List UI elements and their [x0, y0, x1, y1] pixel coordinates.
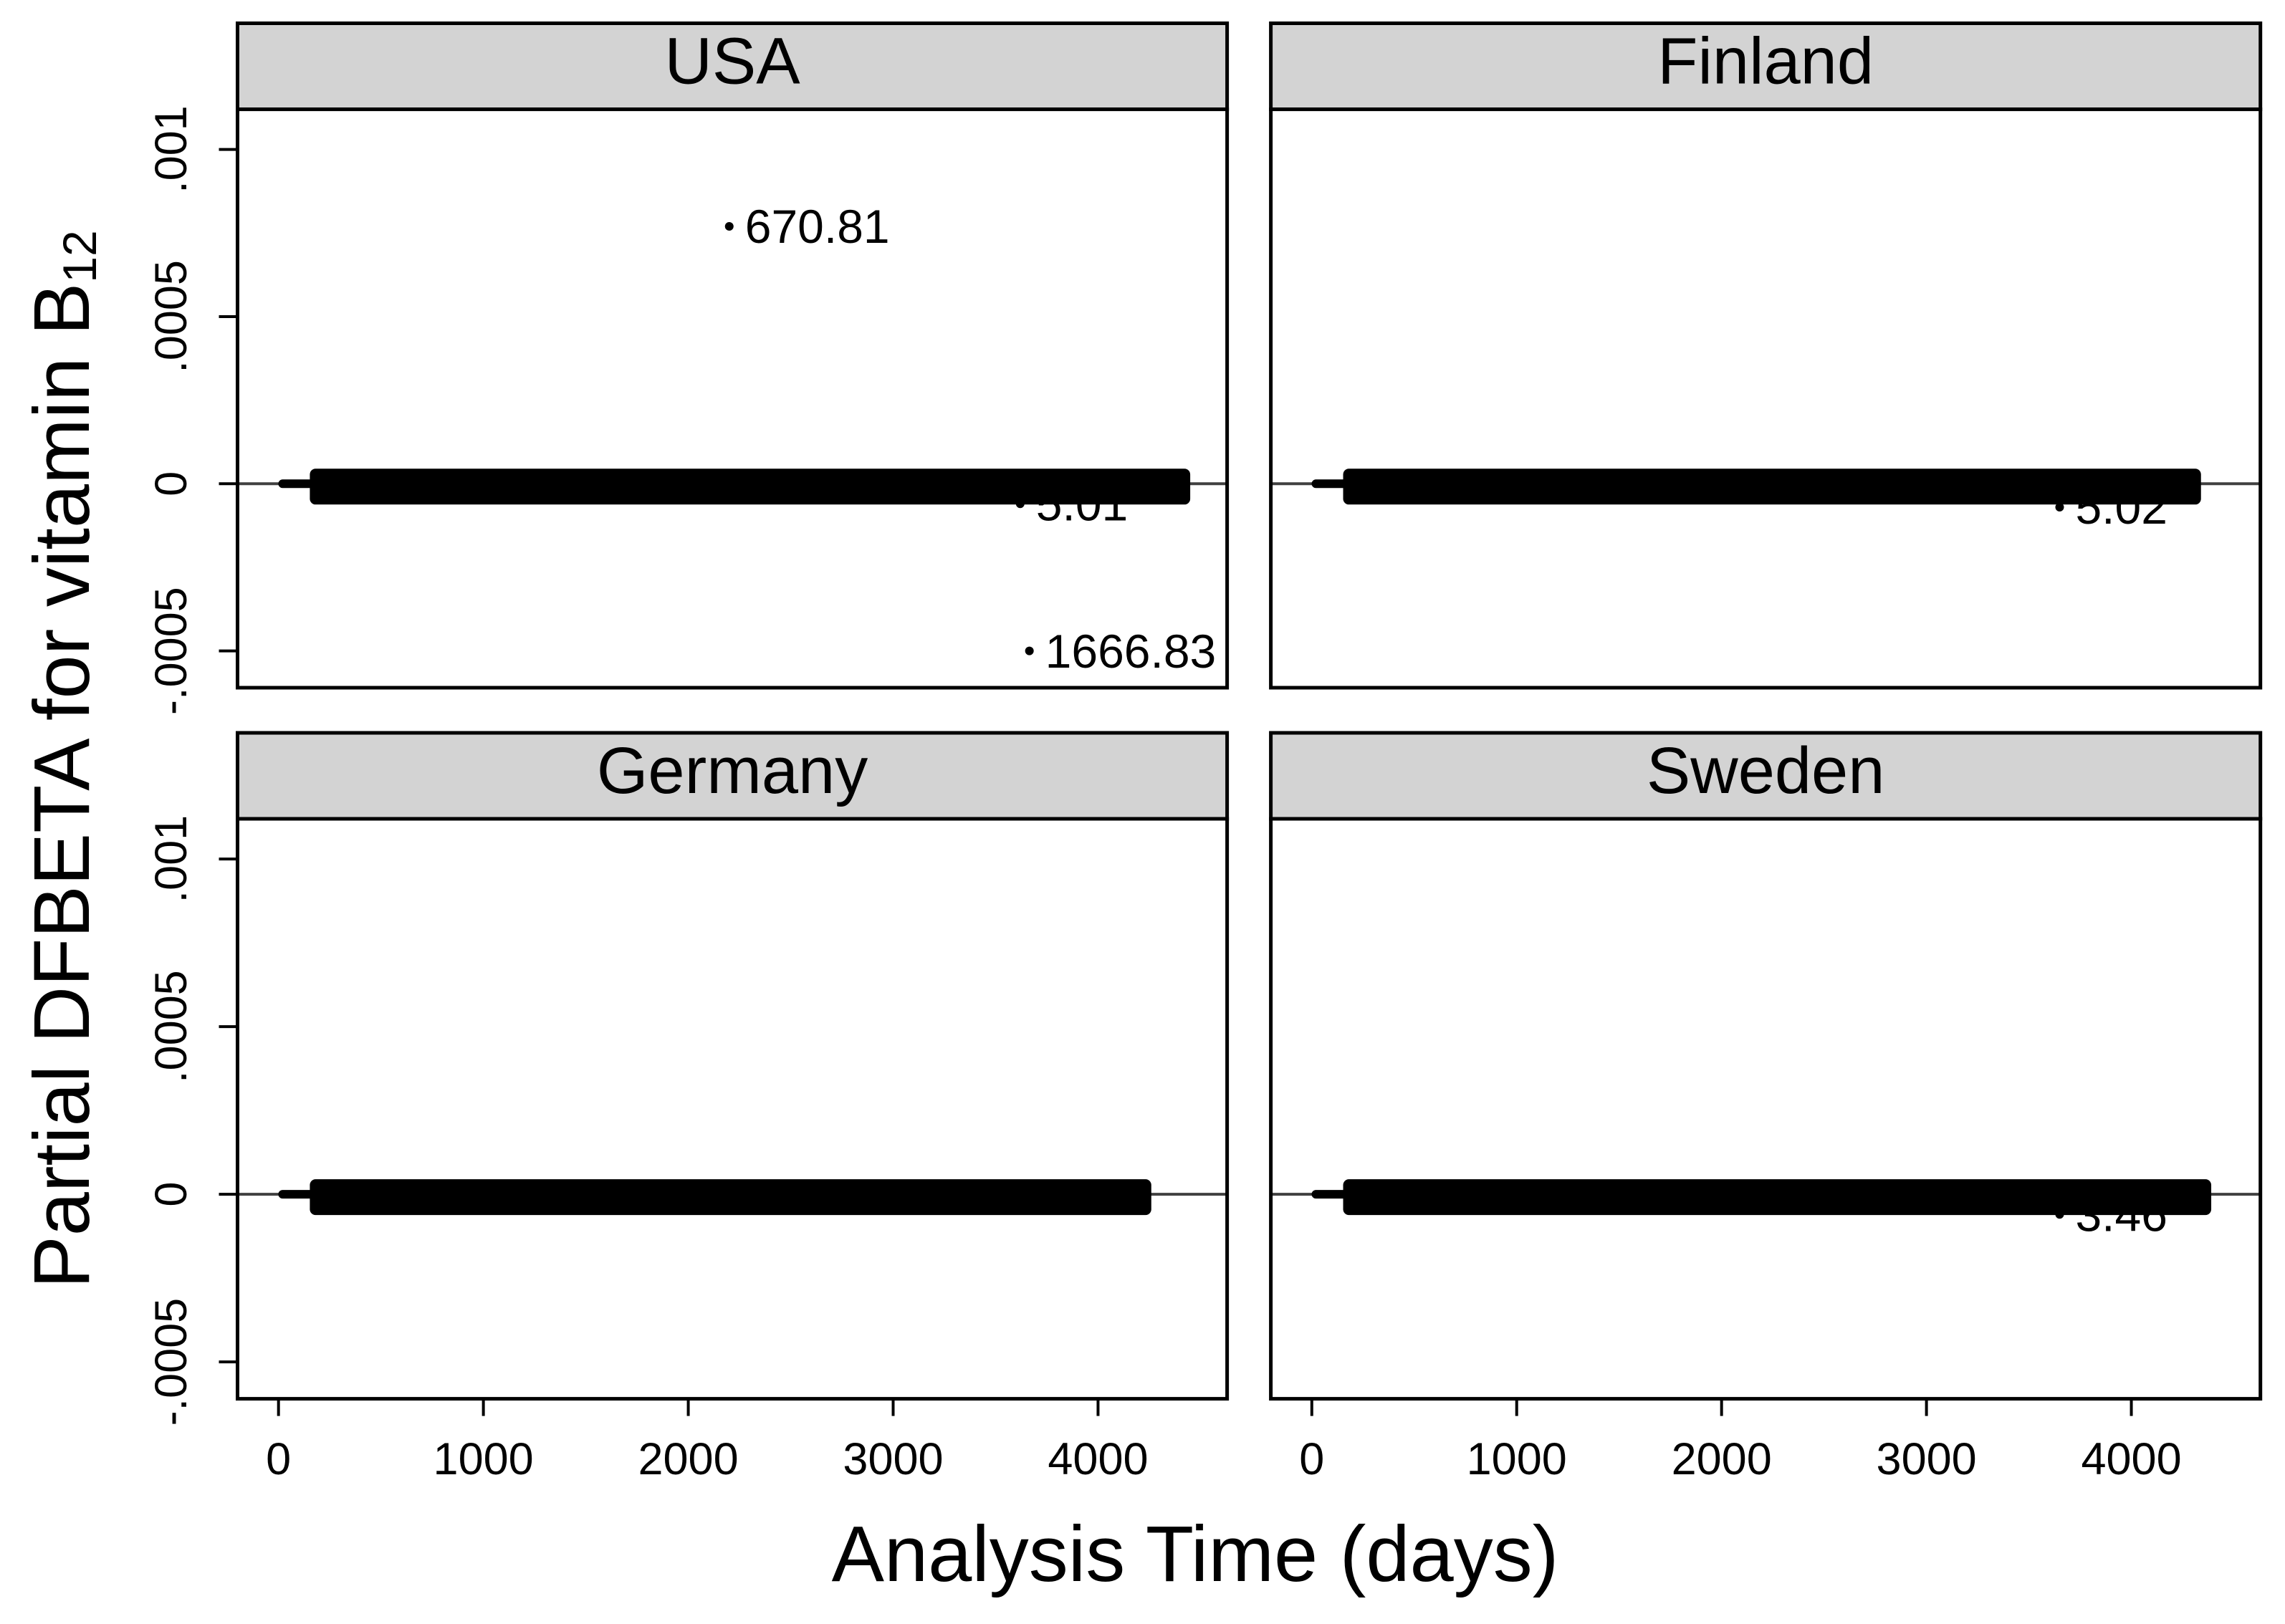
x-tick-label: 1000: [1467, 1434, 1567, 1484]
x-tick-label: 0: [266, 1434, 291, 1484]
plot-frame: [236, 107, 1230, 690]
data-point-label: 5.02: [2075, 481, 2167, 534]
y-tick-label: .0005: [146, 260, 196, 373]
data-point: [724, 221, 734, 231]
panel-header: [236, 731, 1230, 821]
data-point-label: 3.46: [2075, 1188, 2167, 1241]
y-axis-title-text: Partial DFBETA for vitamin B: [18, 283, 106, 1289]
panel-germany: Germany .001 .0005 0 -.0005 0 1000 2000 3000 4000: [146, 731, 1230, 1484]
y-tick-label: -.0005: [146, 1298, 196, 1426]
panel-sweden: Sweden 3.46 0 1000 2000 3000 4000: [1269, 731, 2263, 1484]
data-point: [2055, 1210, 2064, 1219]
y-tick-label: .001: [146, 105, 196, 193]
x-axis-title: Analysis Time (days): [832, 1510, 1559, 1598]
plot-area: [1270, 109, 2261, 688]
cluster-overlapping-labels: [310, 469, 1191, 505]
facet-panels: USA 670.81 1666.83 5.01 .001 .0005 0 -.0005 Finl…: [146, 21, 2263, 1484]
x-tick-label: 1000: [433, 1434, 534, 1484]
panel-header: [236, 21, 1230, 112]
plot-area: [1270, 819, 2261, 1399]
x-tick-label: 3000: [843, 1434, 943, 1484]
cluster-overlapping-labels: [310, 1179, 1151, 1216]
x-tick-label: 2000: [1672, 1434, 1772, 1484]
x-tick-label: 3000: [1877, 1434, 1977, 1484]
y-axis-title-subscript: 12: [53, 230, 106, 282]
x-tick-label: 0: [1299, 1434, 1324, 1484]
y-tick-label: 0: [146, 1182, 196, 1207]
y-tick-label: .0005: [146, 970, 196, 1083]
panel-title: Germany: [597, 734, 868, 807]
plot-frame: [1269, 817, 2263, 1401]
panel-header: [1269, 21, 2263, 112]
x-tick-label: 4000: [2081, 1434, 2181, 1484]
panel-usa: USA 670.81 1666.83 5.01 .001 .0005 0 -.0005: [146, 21, 1230, 715]
data-point: [1025, 646, 1034, 655]
data-point: [1015, 499, 1025, 509]
y-axis-title: Partial DFBETA for vitamin B12: [18, 230, 106, 1288]
plot-area: [237, 819, 1227, 1399]
plot-area: [237, 109, 1227, 688]
cluster-overlapping-labels: [1343, 1179, 2212, 1216]
plot-frame: [1269, 107, 2263, 690]
data-point-label: 5.01: [1036, 477, 1128, 530]
panel-title: USA: [664, 25, 800, 98]
data-point: [2055, 502, 2064, 511]
y-tick-label: -.0005: [146, 587, 196, 715]
plot-frame: [236, 817, 1230, 1401]
data-point-label: 670.81: [745, 200, 890, 253]
x-tick-label: 2000: [638, 1434, 738, 1484]
y-tick-label: 0: [146, 471, 196, 496]
panel-finland: Finland 5.02: [1269, 21, 2263, 690]
y-tick-label: .001: [146, 815, 196, 903]
panel-title: Sweden: [1647, 734, 1884, 807]
x-tick-label: 4000: [1048, 1434, 1148, 1484]
panel-title: Finland: [1657, 25, 1874, 98]
cluster-overlapping-labels: [1343, 469, 2201, 505]
data-point-label: 1666.83: [1045, 625, 1217, 678]
